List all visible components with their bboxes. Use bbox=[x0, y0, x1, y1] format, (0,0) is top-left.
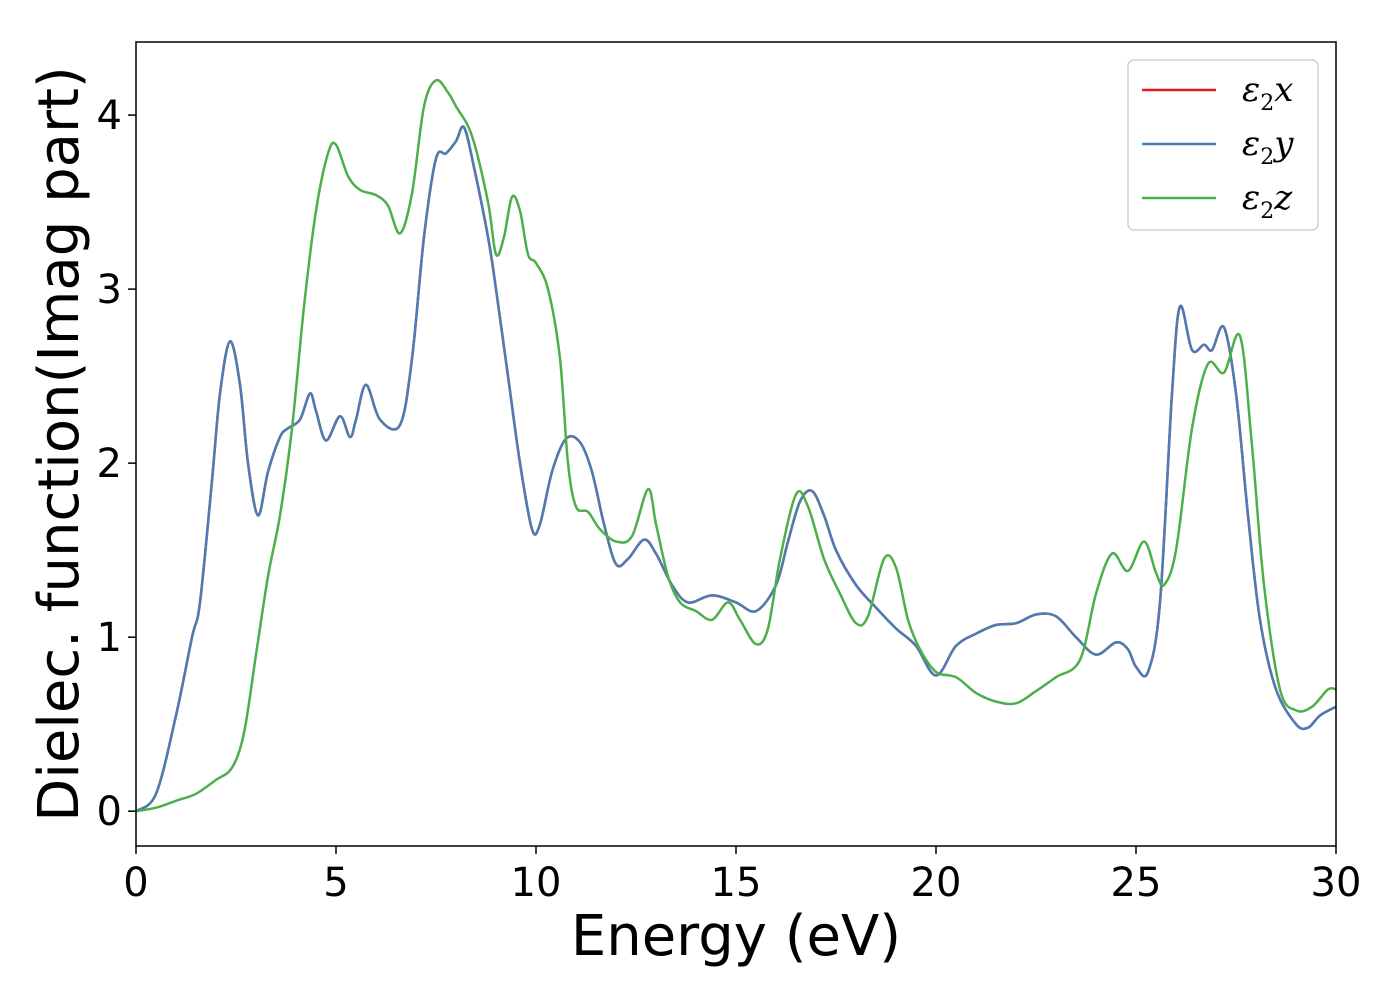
y-axis-ticks: 0 1 2 3 4 bbox=[97, 93, 136, 835]
y-tick-label: 1 bbox=[97, 615, 122, 661]
x-tick-label: 0 bbox=[123, 860, 148, 906]
x-tick-label: 5 bbox=[323, 860, 348, 906]
legend-axis: z bbox=[1273, 178, 1293, 218]
legend-box bbox=[1127, 59, 1319, 231]
legend-label: ε2y bbox=[1242, 124, 1294, 170]
x-axis-ticks: 0 5 10 15 20 25 30 bbox=[123, 846, 1361, 906]
y-axis-label: Dielec. function(Imag part) bbox=[27, 66, 92, 822]
x-tick-label: 25 bbox=[1111, 860, 1162, 906]
y-tick-label: 2 bbox=[97, 441, 122, 487]
x-tick-label: 10 bbox=[511, 860, 562, 906]
legend-label: ε2z bbox=[1242, 178, 1293, 224]
legend-subscript: 2 bbox=[1260, 91, 1274, 116]
legend-subscript: 2 bbox=[1260, 199, 1274, 224]
y-tick-label: 0 bbox=[97, 789, 122, 835]
x-tick-label: 30 bbox=[1311, 860, 1362, 906]
x-tick-label: 20 bbox=[911, 860, 962, 906]
legend-symbol: ε bbox=[1242, 178, 1260, 218]
series-line-y bbox=[136, 125, 1336, 813]
y-tick-label: 4 bbox=[97, 93, 122, 139]
series-line-z bbox=[136, 78, 1336, 813]
x-tick-label: 15 bbox=[711, 860, 762, 906]
legend-axis: y bbox=[1272, 124, 1294, 164]
legend-label: ε2x bbox=[1242, 70, 1293, 116]
series-layer bbox=[136, 78, 1336, 813]
legend-symbol: ε bbox=[1242, 70, 1260, 110]
legend-axis: x bbox=[1274, 70, 1293, 110]
legend-subscript: 2 bbox=[1260, 145, 1274, 170]
legend-symbol: ε bbox=[1242, 124, 1260, 164]
y-tick-label: 3 bbox=[97, 267, 122, 313]
x-axis-label: Energy (eV) bbox=[571, 904, 901, 969]
